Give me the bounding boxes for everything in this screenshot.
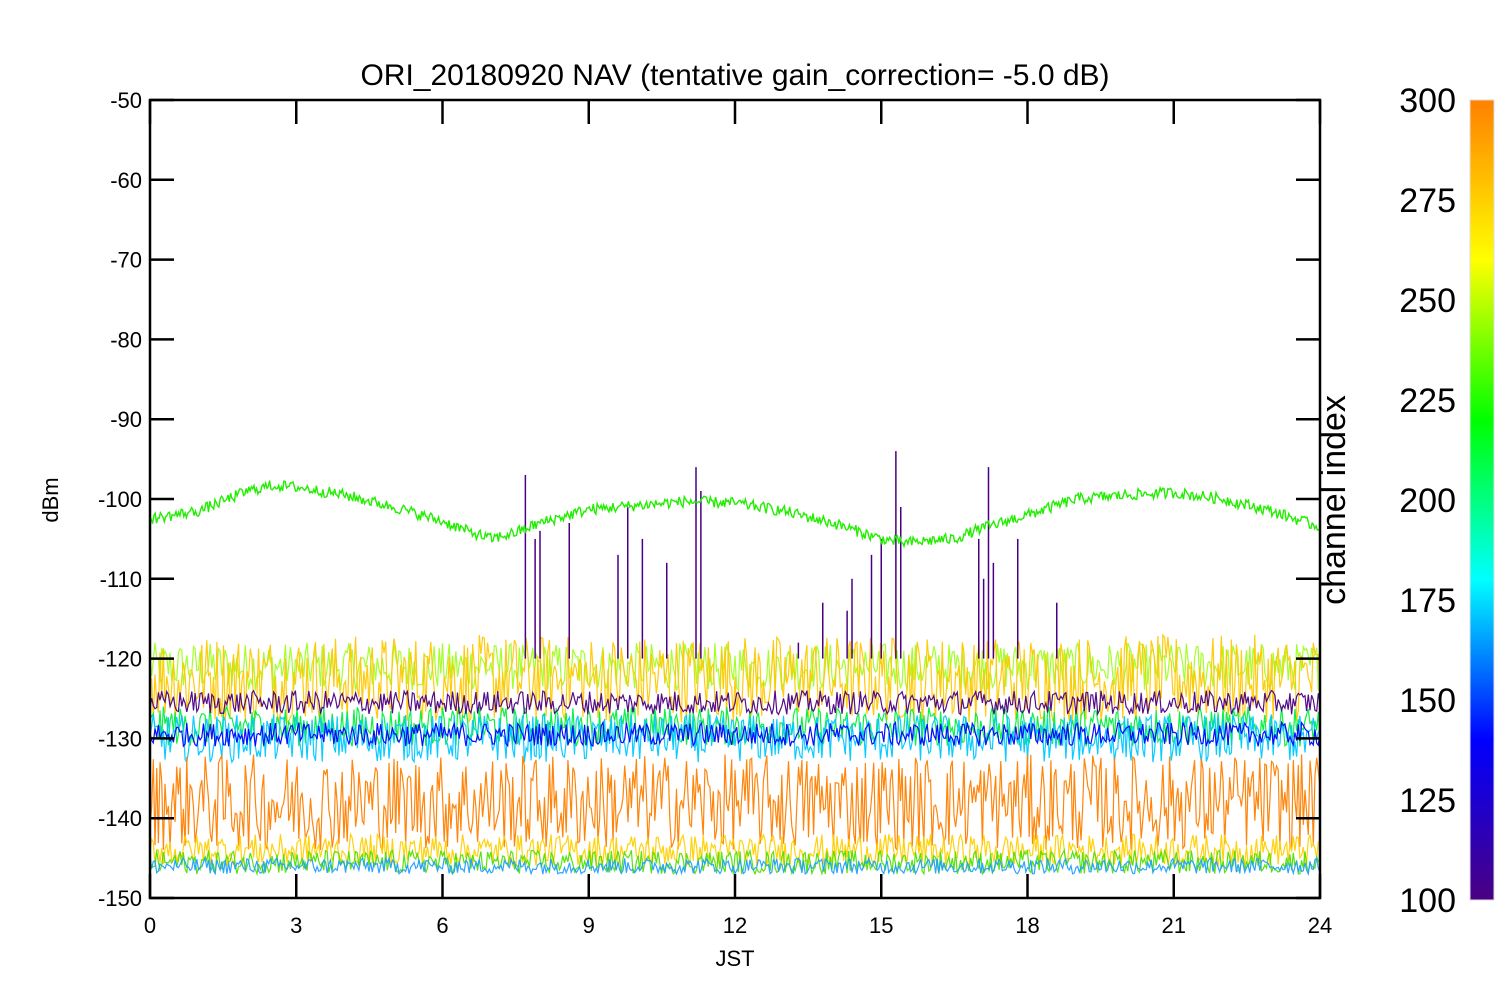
y-tick-label: -50 <box>110 88 142 113</box>
colorbar-tick-label: 150 <box>1399 682 1456 720</box>
y-tick-label: -80 <box>110 327 142 352</box>
y-tick-label: -70 <box>110 248 142 273</box>
series-band-7 <box>150 753 1320 852</box>
series-band-8 <box>150 831 1320 868</box>
series-line-0 <box>150 480 1320 549</box>
x-tick-label: 12 <box>723 913 747 938</box>
x-tick-label: 24 <box>1308 913 1332 938</box>
x-tick-label: 15 <box>869 913 893 938</box>
x-tick-label: 3 <box>290 913 302 938</box>
colorbar-tick-label: 275 <box>1399 182 1456 220</box>
colorbar <box>1469 99 1495 901</box>
series-band-6 <box>150 689 1320 717</box>
y-tick-label: -110 <box>100 567 142 592</box>
series-band-2 <box>150 633 1320 724</box>
series-band-10 <box>150 856 1320 876</box>
y-axis-label: dBm <box>38 477 63 522</box>
x-tick-label: 21 <box>1162 913 1186 938</box>
x-tick-label: 0 <box>144 913 156 938</box>
colorbar-tick-label: 250 <box>1399 282 1456 320</box>
x-axis-label: JST <box>715 946 754 971</box>
colorbar-tick-label: 300 <box>1399 82 1456 120</box>
y-tick-label: -120 <box>98 647 142 672</box>
y-tick-label: -100 <box>98 487 142 512</box>
x-tick-label: 9 <box>583 913 595 938</box>
chart-title: ORI_20180920 NAV (tentative gain_correct… <box>360 59 1109 92</box>
series-band-1 <box>150 642 1320 691</box>
y-tick-label: -90 <box>110 407 142 432</box>
colorbar-label: channel index <box>1315 395 1353 605</box>
colorbar-tick-label: 175 <box>1399 582 1456 620</box>
colorbar-tick-label: 125 <box>1399 782 1456 820</box>
y-tick-label: -150 <box>98 886 142 911</box>
y-tick-label: -60 <box>110 168 142 193</box>
y-tick-label: -140 <box>98 806 142 831</box>
x-tick-label: 6 <box>436 913 448 938</box>
x-tick-label: 18 <box>1015 913 1039 938</box>
colorbar-tick-label: 225 <box>1399 382 1456 420</box>
colorbar-tick-label: 100 <box>1399 882 1456 920</box>
series-band-5 <box>150 720 1320 748</box>
colorbar-tick-label: 200 <box>1399 482 1456 520</box>
y-tick-label: -130 <box>98 726 142 751</box>
